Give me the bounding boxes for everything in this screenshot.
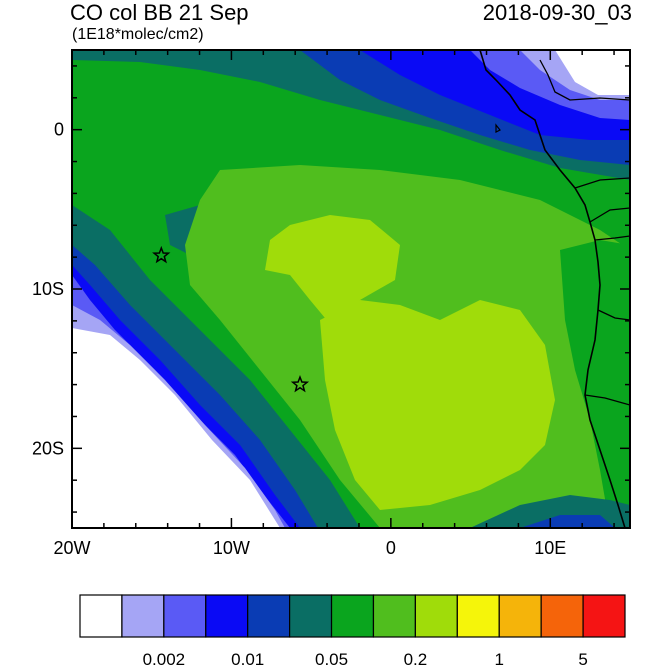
colorbar: 0.002 0.01 0.05 0.2 1 5	[79, 594, 626, 667]
colorbar-swatch	[121, 594, 165, 638]
field-north-white	[555, 50, 630, 95]
colorbar-swatch	[540, 594, 584, 638]
x-tick-label: 20W	[53, 538, 90, 558]
star-marker-st-helena	[290, 375, 310, 393]
colorbar-swatch	[582, 594, 626, 638]
colorbar-swatch	[414, 594, 458, 638]
timestamp-label: 2018-09-30_03	[482, 0, 632, 25]
map-axes: 20W 10W 0 10E 0 10S 20S	[32, 50, 630, 558]
x-tick-label: 10W	[213, 538, 250, 558]
colorbar-label: 1	[494, 650, 503, 667]
colorbar-swatch	[247, 594, 291, 638]
star-marker-ascension	[152, 245, 171, 264]
colorbar-label: 5	[578, 650, 587, 667]
colorbar-swatch	[205, 594, 249, 638]
colorbar-label: 0.05	[315, 650, 348, 667]
x-tick-label: 0	[386, 538, 396, 558]
y-tick-label: 0	[54, 120, 64, 140]
colorbar-label: 0.002	[143, 650, 186, 667]
field-africa-land	[560, 240, 630, 528]
units-label: (1E18*molec/cm2)	[72, 26, 204, 43]
field-plume-yellowgreen	[265, 215, 400, 330]
field-plume-yellowgreen-core	[320, 300, 555, 510]
colorbar-swatch	[163, 594, 207, 638]
colorbar-swatch	[456, 594, 500, 638]
co-column-field	[72, 50, 630, 528]
colorbar-label: 0.01	[231, 650, 264, 667]
field-south-blue	[520, 515, 615, 528]
x-tick-label: 10E	[534, 538, 566, 558]
colorbar-swatch	[79, 594, 123, 638]
field-west-white	[72, 328, 280, 528]
map-markers	[152, 245, 310, 393]
colorbar-label: 0.2	[404, 650, 428, 667]
y-tick-label: 10S	[32, 279, 64, 299]
colorbar-swatch	[372, 594, 416, 638]
colorbar-swatch	[498, 594, 542, 638]
y-tick-label: 20S	[32, 438, 64, 458]
africa-coastline	[479, 50, 630, 528]
colorbar-swatch	[330, 594, 375, 638]
map-title: CO col BB 21 Sep	[70, 0, 249, 25]
colorbar-swatch	[289, 594, 333, 638]
